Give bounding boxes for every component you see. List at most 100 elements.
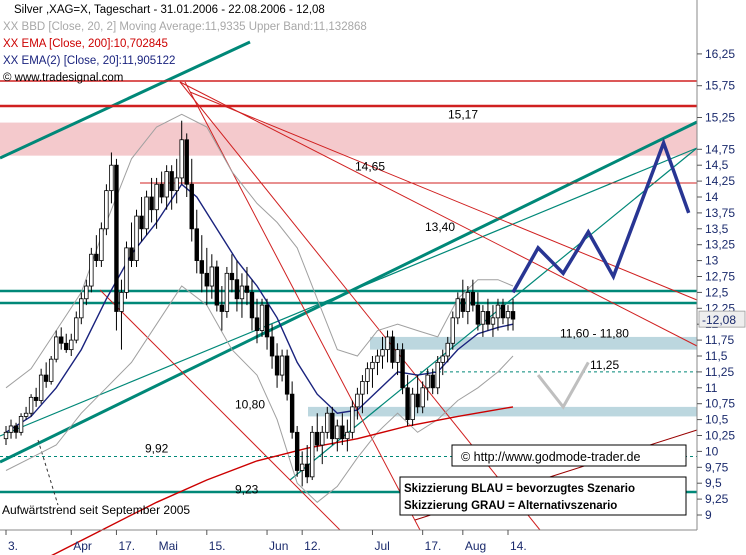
candle-body bbox=[194, 228, 199, 262]
level-label: 15,17 bbox=[448, 108, 478, 122]
candle-body bbox=[289, 393, 295, 433]
candle-body bbox=[204, 272, 209, 287]
candle-body bbox=[425, 374, 430, 389]
candle-body bbox=[259, 304, 265, 331]
candle-body bbox=[104, 190, 109, 230]
candle-body bbox=[149, 196, 154, 211]
candle-body bbox=[23, 412, 29, 417]
zones-layer bbox=[0, 122, 697, 417]
candle-body bbox=[84, 285, 89, 300]
candle-body bbox=[109, 164, 114, 192]
upper-channel-line bbox=[0, 40, 251, 160]
candle-body bbox=[350, 406, 355, 433]
candle-body bbox=[189, 183, 194, 230]
candle-body bbox=[219, 304, 225, 312]
candle-body bbox=[144, 196, 149, 230]
y-tick-label: 13 bbox=[705, 254, 719, 268]
candle-body bbox=[33, 396, 39, 401]
candle-body bbox=[3, 431, 9, 440]
candle-body bbox=[154, 183, 159, 211]
level-label: 13,40 bbox=[425, 220, 455, 234]
y-tick-label: 14,25 bbox=[705, 174, 735, 188]
y-tick-label: 9,25 bbox=[705, 492, 729, 506]
candle-body bbox=[395, 349, 400, 363]
level-label: 9,92 bbox=[145, 441, 169, 455]
candle-body bbox=[38, 374, 44, 401]
candle-body bbox=[485, 311, 491, 325]
candle-body bbox=[89, 253, 94, 287]
y-tick-label: 9,75 bbox=[705, 460, 729, 474]
candle-body bbox=[159, 183, 164, 198]
candle-body bbox=[48, 358, 54, 382]
y-tick-label: 10 bbox=[705, 444, 719, 458]
y-tick-label: 14,75 bbox=[705, 142, 735, 156]
y-tick-label: 14,5 bbox=[705, 158, 729, 172]
scenario-grey-path bbox=[536, 361, 590, 410]
candle-body bbox=[124, 247, 129, 293]
candle-body bbox=[119, 291, 124, 312]
header-layer: Silver ,XAG=X, Tageschart - 31.01.2006 -… bbox=[3, 4, 367, 84]
y-tick-label: 11,5 bbox=[705, 349, 728, 363]
x-tick-label: 12. bbox=[304, 539, 321, 553]
candle-body bbox=[279, 355, 285, 376]
source-box bbox=[451, 444, 687, 467]
candle-body bbox=[269, 336, 275, 357]
candle-body bbox=[465, 291, 471, 312]
candle-body bbox=[380, 349, 385, 357]
source-box-text: © http://www.godmode-trader.de bbox=[461, 450, 640, 464]
candle-body bbox=[28, 396, 34, 414]
candle-body bbox=[199, 260, 204, 274]
x-tick-label: Aug bbox=[465, 539, 486, 553]
support-zone bbox=[370, 336, 697, 350]
lower-channel-line bbox=[289, 147, 698, 481]
x-tick-label: 14. bbox=[510, 539, 527, 553]
candle-body bbox=[475, 304, 481, 325]
copyright-tradesignal: © www.tradesignal.com bbox=[3, 72, 123, 84]
scenario-blue-path bbox=[511, 137, 691, 294]
x-tick-label: 17. bbox=[118, 539, 135, 553]
candle-body bbox=[224, 272, 230, 312]
candle-body bbox=[294, 431, 300, 471]
ema200-line bbox=[51, 406, 514, 555]
candle-body bbox=[264, 304, 270, 338]
x-tick-label: Mai bbox=[159, 539, 178, 553]
y-tick-label: 10,5 bbox=[705, 413, 729, 427]
y-tick-label: 14 bbox=[705, 190, 719, 204]
y-tick-label: 11,25 bbox=[705, 365, 734, 379]
legend-box bbox=[399, 476, 687, 516]
level-label: 11,25 bbox=[590, 358, 619, 372]
last-price-label: -12,08 bbox=[702, 313, 736, 327]
legend-blue-text: Skizzierung BLAU = bevorzugtes Szenario bbox=[404, 483, 635, 495]
candle-body bbox=[335, 425, 340, 440]
candle-body bbox=[455, 298, 460, 319]
candle-body bbox=[209, 266, 215, 287]
candle-body bbox=[470, 291, 476, 306]
y-tick-label: 10,75 bbox=[705, 397, 735, 411]
resistance-zone bbox=[0, 122, 697, 156]
candle-body bbox=[420, 387, 425, 408]
candle-body bbox=[375, 355, 380, 363]
candle-body bbox=[274, 355, 280, 376]
candle-body bbox=[299, 463, 305, 471]
candle-body bbox=[415, 393, 420, 408]
y-tick-label: 13,5 bbox=[705, 222, 729, 236]
candle-body bbox=[480, 311, 486, 325]
candle-body bbox=[8, 425, 14, 433]
uptrend-pointer bbox=[37, 439, 59, 506]
candle-body bbox=[284, 355, 290, 395]
legend-ema200: XX EMA [Close, 200]:10,702845 bbox=[3, 38, 168, 50]
fan-line-3 bbox=[184, 81, 421, 531]
legend-bbd: XX BBD [Close, 20, 2] Moving Average:11,… bbox=[3, 21, 367, 33]
y-tick-label: 9,5 bbox=[705, 476, 722, 490]
candle-body bbox=[214, 266, 220, 306]
y-tick-label: 11 bbox=[705, 381, 718, 395]
x-tick-label: Jul bbox=[374, 539, 389, 553]
candle-body bbox=[174, 177, 179, 192]
fan-line-1 bbox=[179, 81, 698, 347]
candle-body bbox=[18, 416, 24, 433]
y-tick-label: 12,5 bbox=[705, 285, 729, 299]
candle-body bbox=[330, 412, 335, 440]
candle-body bbox=[229, 272, 235, 281]
